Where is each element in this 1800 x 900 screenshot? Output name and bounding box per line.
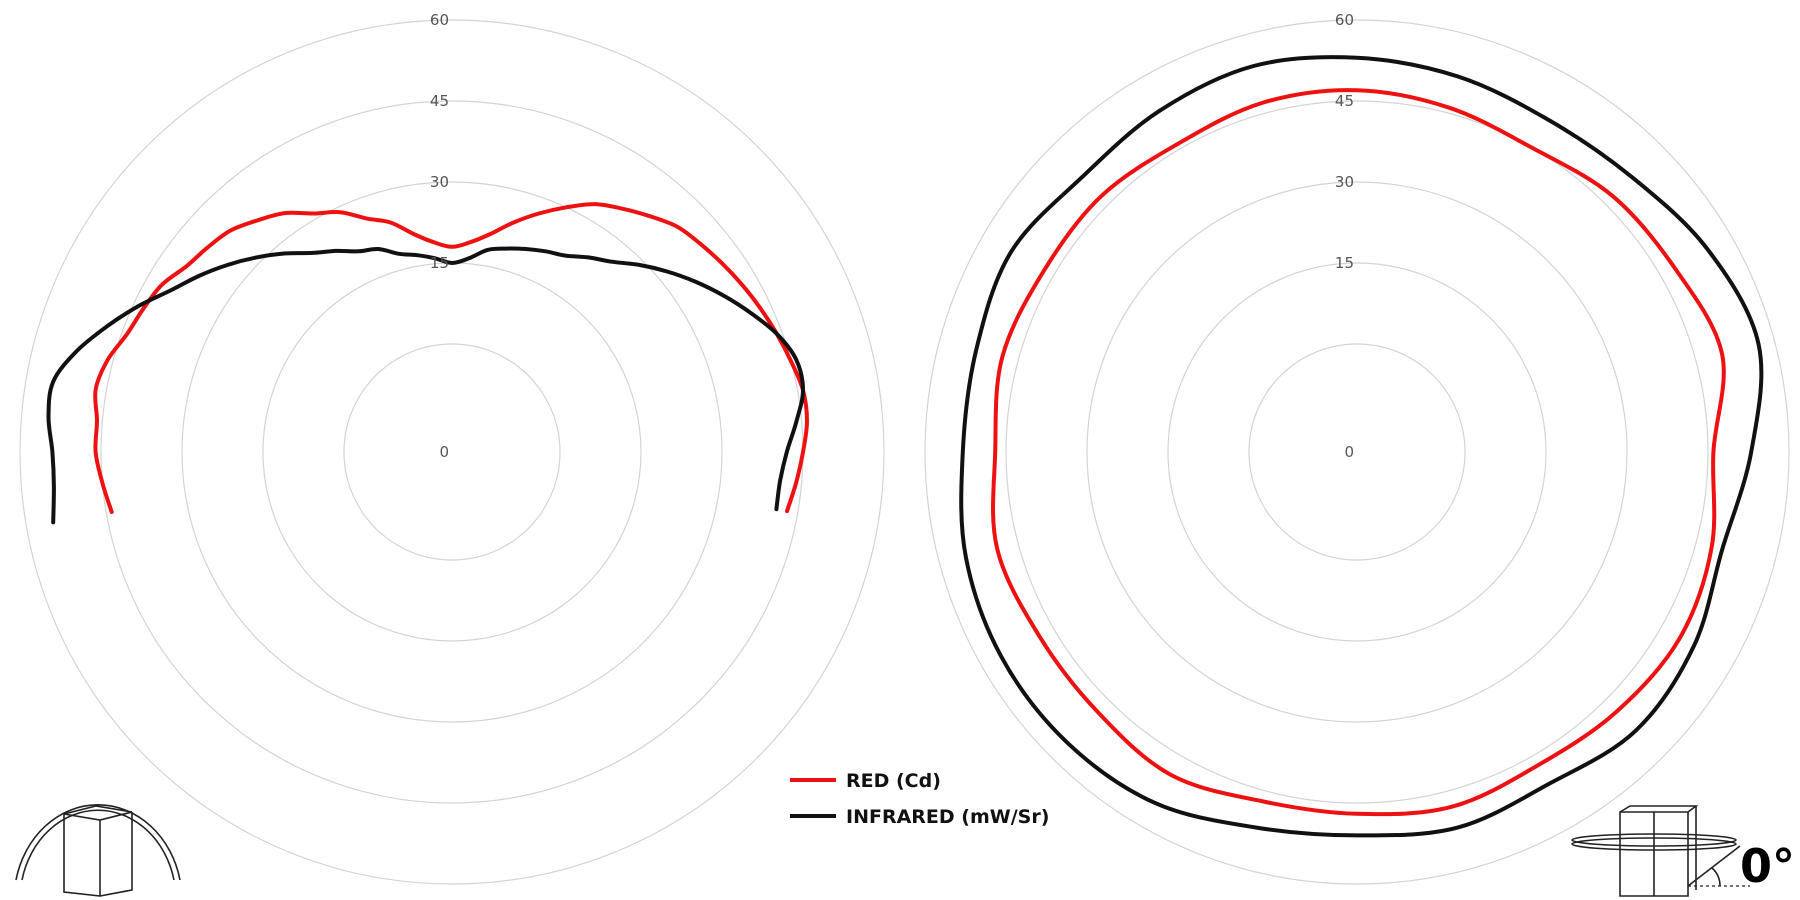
rotating-fixture-icon <box>1571 805 1750 897</box>
radial-tick-label: 45 <box>1335 92 1354 110</box>
radial-tick-label: 30 <box>430 173 449 191</box>
radial-tick-label: 45 <box>430 92 449 110</box>
series-line-infrared <box>46 246 805 525</box>
radial-tick-label: 0 <box>1344 443 1354 461</box>
legend: RED (Cd) INFRARED (mW/Sr) <box>790 770 1049 828</box>
legend-label-red: RED (Cd) <box>846 770 941 792</box>
series-line-infrared <box>959 55 1764 838</box>
polar-grid-ring <box>100 100 804 804</box>
polar-grid-ring <box>343 343 561 561</box>
polar-grid-ring <box>262 262 642 642</box>
radial-tick-label: 30 <box>1335 173 1354 191</box>
polar-grid-ring <box>924 19 1790 885</box>
series-line-red <box>93 202 809 514</box>
radial-tick-label: 15 <box>1335 254 1354 272</box>
polar-chart-left: 0 15 30 45 60 <box>19 11 885 885</box>
legend-label-infrared: INFRARED (mW/Sr) <box>846 806 1049 828</box>
radial-tick-label: 60 <box>430 11 449 29</box>
radial-tick-label: 15 <box>430 254 449 272</box>
polar-grid-ring <box>181 181 723 723</box>
dome-fixture-icon <box>15 804 181 897</box>
polar-grid-ring <box>1248 343 1466 561</box>
radial-tick-label: 60 <box>1335 11 1354 29</box>
polar-chart-right: 0 15 30 45 60 <box>924 11 1790 885</box>
polar-grid-ring <box>1167 262 1547 642</box>
rotation-angle-label: 0° <box>1740 839 1795 893</box>
polar-grid-ring <box>19 19 885 885</box>
polar-grid-ring <box>1005 100 1709 804</box>
radial-tick-label: 0 <box>439 443 449 461</box>
polar-grid-ring <box>1086 181 1628 723</box>
series-line-red <box>991 88 1726 817</box>
